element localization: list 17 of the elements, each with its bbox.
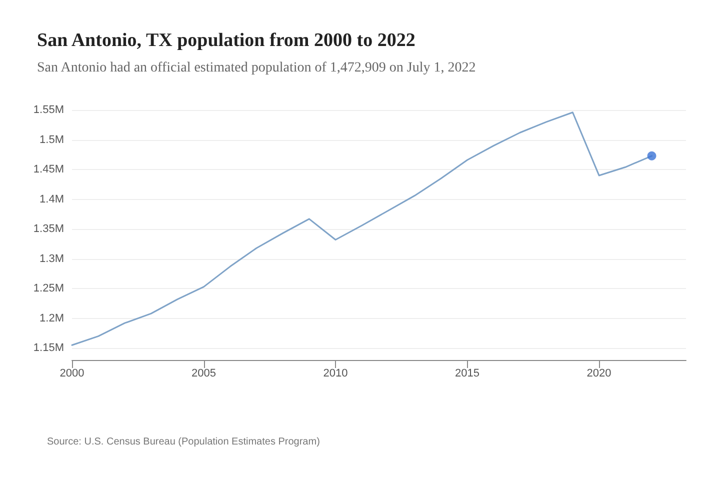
x-tick-label: 2015	[455, 368, 480, 380]
y-tick-label: 1.15M	[33, 342, 64, 354]
y-tick-label: 1.55M	[33, 104, 64, 116]
y-tick-label: 1.5M	[40, 134, 64, 146]
y-tick-label: 1.45M	[33, 164, 64, 176]
x-tick-label: 2010	[323, 368, 348, 380]
chart-title: San Antonio, TX population from 2000 to 2022	[37, 30, 416, 51]
source-note: Source: U.S. Census Bureau (Population Estimates Program)	[47, 436, 320, 448]
chart-subtitle: San Antonio had an official estimated population of 1,472,909 on July 1, 2022	[37, 60, 476, 76]
x-tick-label: 2005	[192, 368, 216, 380]
y-tick-label: 1.4M	[40, 193, 64, 206]
y-tick-label: 1.25M	[33, 282, 64, 295]
x-tick-label: 2020	[586, 368, 612, 380]
y-tick-label: 1.35M	[33, 223, 64, 236]
x-tick-label: 2000	[60, 368, 84, 380]
y-tick-label: 1.3M	[40, 252, 64, 265]
y-tick-label: 1.2M	[40, 312, 64, 324]
